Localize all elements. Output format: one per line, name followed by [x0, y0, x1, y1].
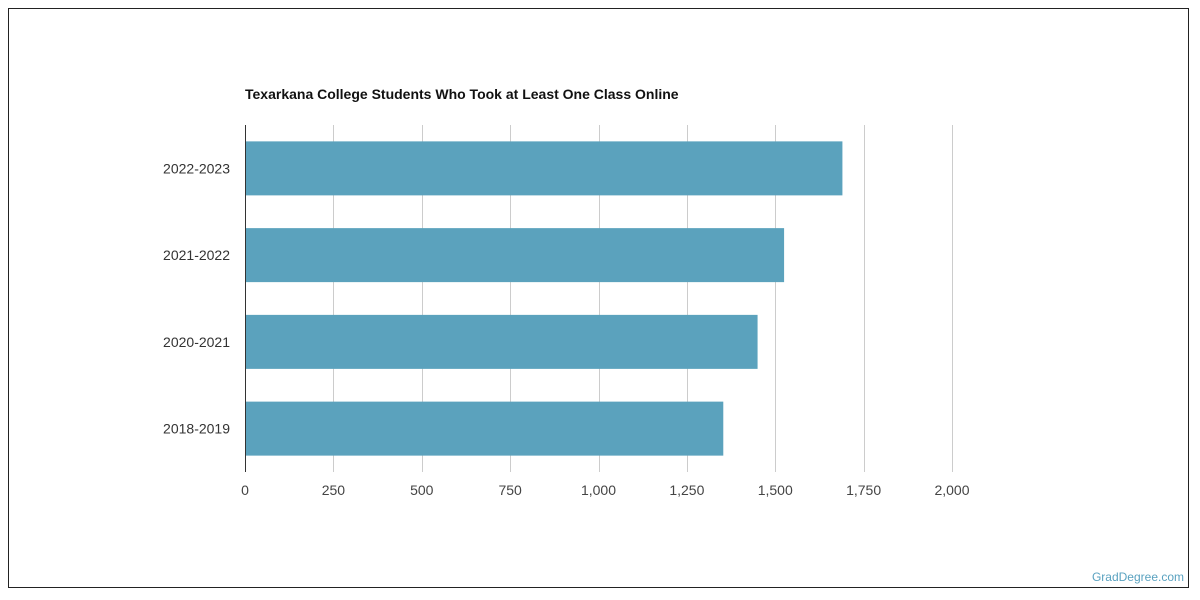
chart-title: Texarkana College Students Who Took at L… — [245, 86, 679, 102]
x-tick-label: 1,500 — [758, 482, 793, 498]
x-tick-labels: 0 250 500 750 1,000 1,250 1,500 1,750 2,000 — [241, 482, 970, 498]
category-labels: 2022-2023 2021-2022 2020-2021 2018-2019 — [163, 160, 230, 436]
x-tick-label: 500 — [410, 482, 434, 498]
x-tick-label: 750 — [498, 482, 522, 498]
x-tick-label: 1,000 — [581, 482, 616, 498]
category-label: 2018-2019 — [163, 421, 230, 437]
x-tick-label: 1,750 — [846, 482, 881, 498]
x-tick-label: 1,250 — [669, 482, 704, 498]
x-tick-label: 2,000 — [934, 482, 969, 498]
x-tick-label: 250 — [322, 482, 346, 498]
bar — [246, 401, 724, 456]
watermark-link[interactable]: GradDegree.com — [1091, 570, 1184, 584]
bar — [246, 314, 758, 369]
category-label: 2022-2023 — [163, 160, 230, 176]
x-tick-label: 0 — [241, 482, 249, 498]
chart-frame — [8, 8, 1189, 588]
category-label: 2020-2021 — [163, 334, 230, 350]
bar — [246, 228, 785, 283]
category-label: 2021-2022 — [163, 247, 230, 263]
bar — [246, 141, 843, 196]
bars — [246, 141, 843, 456]
